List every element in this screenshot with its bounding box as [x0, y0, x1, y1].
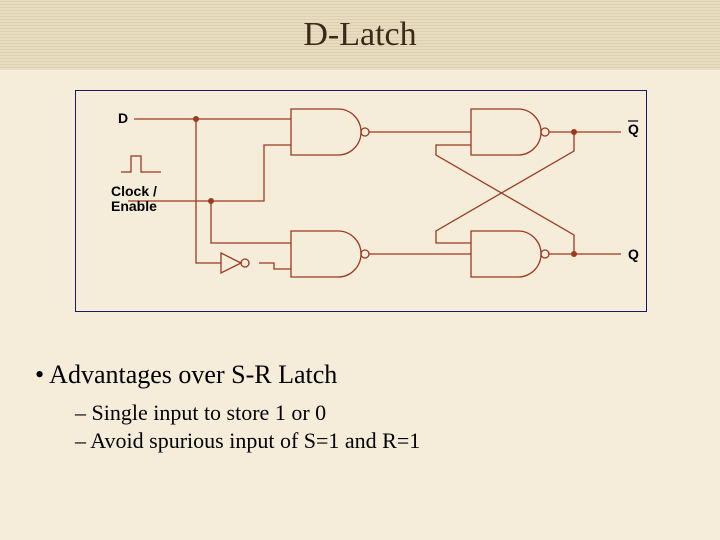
circuit-diagram: D Clock /Enable Q Q	[75, 90, 647, 312]
slide-title: D-Latch	[303, 16, 416, 54]
svg-text:Enable: Enable	[111, 198, 157, 214]
svg-text:Clock /: Clock /	[111, 183, 157, 199]
svg-text:Q: Q	[628, 121, 639, 137]
svg-text:D: D	[118, 110, 128, 126]
bullet-sub-1: – Single input to store 1 or 0	[75, 400, 675, 426]
bullet-main: • Advantages over S-R Latch	[35, 360, 675, 390]
title-bar: D-Latch	[0, 0, 720, 70]
bullet-sub-2: – Avoid spurious input of S=1 and R=1	[75, 428, 675, 454]
bullet-list: • Advantages over S-R Latch – Single inp…	[35, 360, 675, 456]
svg-text:Q: Q	[628, 246, 639, 262]
